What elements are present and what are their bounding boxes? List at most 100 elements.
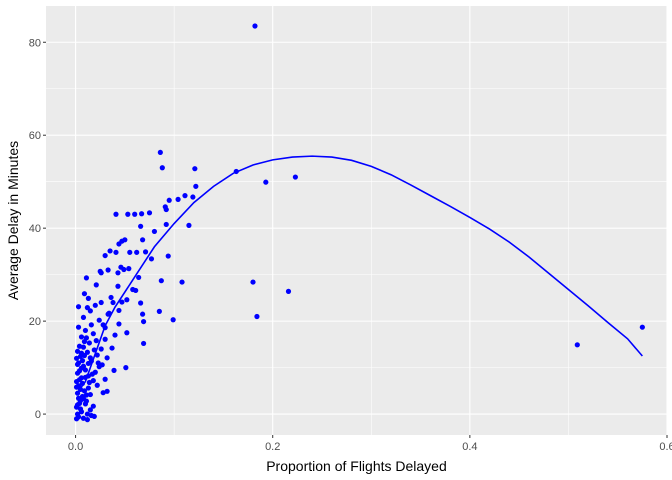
- x-tick-label: 0.4: [462, 441, 477, 453]
- data-point: [124, 297, 130, 303]
- data-point: [111, 367, 117, 373]
- data-point: [78, 350, 85, 356]
- data-point: [163, 206, 169, 213]
- data-point: [86, 379, 92, 386]
- data-point: [138, 300, 144, 306]
- minor-gridlines: [46, 6, 667, 435]
- data-point: [102, 376, 108, 382]
- data-point: [75, 395, 82, 401]
- data-point: [138, 223, 144, 229]
- data-point: [113, 211, 119, 217]
- data-point: [123, 365, 129, 371]
- major-gridlines: [46, 6, 668, 435]
- y-tick-label: 80: [29, 37, 41, 49]
- data-point: [96, 317, 102, 323]
- data-point: [80, 314, 87, 321]
- data-point: [90, 403, 96, 409]
- data-point: [76, 343, 83, 349]
- y-axis-ticks: 0 20 40 60 80: [29, 37, 46, 421]
- y-tick-label: 20: [29, 316, 41, 328]
- data-point: [166, 197, 172, 203]
- data-point: [109, 345, 115, 351]
- data-point: [82, 327, 89, 334]
- data-point: [115, 283, 121, 289]
- data-point: [76, 377, 83, 383]
- data-point: [81, 291, 88, 297]
- data-point: [87, 391, 93, 398]
- data-point: [84, 349, 90, 355]
- data-point: [157, 149, 163, 156]
- data-point: [75, 324, 82, 330]
- data-point: [90, 378, 96, 384]
- data-point: [285, 288, 292, 294]
- data-point: [81, 388, 88, 394]
- data-point: [159, 165, 165, 171]
- data-point: [179, 279, 185, 285]
- x-tick-label: 0.2: [265, 441, 280, 453]
- data-point: [79, 358, 86, 364]
- data-point: [84, 305, 90, 311]
- data-point: [105, 311, 111, 317]
- data-point: [74, 390, 81, 396]
- data-point: [77, 406, 84, 412]
- data-point: [73, 384, 80, 390]
- data-point: [139, 211, 145, 217]
- data-point: [190, 194, 196, 200]
- data-point: [107, 248, 113, 254]
- data-point: [98, 346, 104, 352]
- data-point: [84, 411, 90, 417]
- data-point: [90, 331, 96, 337]
- data-point: [108, 294, 114, 301]
- data-point: [98, 299, 104, 306]
- data-point: [148, 256, 155, 262]
- y-axis-title: Average Delay in Minutes: [5, 141, 21, 300]
- data-point: [116, 321, 122, 327]
- x-axis-ticks: 0.0 0.2 0.4 0.6: [68, 435, 672, 453]
- data-point: [87, 407, 93, 413]
- data-point: [115, 270, 121, 276]
- data-point: [119, 299, 125, 305]
- data-point: [82, 401, 89, 407]
- plot-panel: [46, 6, 667, 435]
- data-point: [125, 211, 131, 217]
- x-tick-label: 0.0: [68, 441, 83, 453]
- data-point: [263, 179, 269, 185]
- data-point: [93, 282, 99, 288]
- smooth-line: [77, 155, 643, 392]
- data-point: [104, 388, 110, 394]
- y-tick-label: 0: [35, 409, 41, 421]
- data-point: [75, 360, 82, 366]
- data-point: [80, 344, 87, 350]
- data-point: [102, 336, 108, 342]
- data-point: [119, 238, 125, 244]
- data-point: [254, 313, 260, 320]
- data-point: [85, 385, 91, 391]
- data-point: [186, 222, 192, 228]
- data-point: [83, 392, 90, 398]
- data-point: [175, 196, 181, 202]
- data-point: [110, 299, 116, 306]
- data-point: [156, 308, 162, 314]
- data-point: [93, 338, 99, 344]
- data-point: [104, 355, 110, 361]
- data-point: [74, 370, 81, 376]
- data-point: [83, 275, 90, 281]
- data-point: [74, 402, 81, 408]
- data-point: [292, 174, 298, 180]
- data-point: [92, 369, 98, 375]
- data-point: [165, 253, 171, 259]
- data-point: [81, 338, 88, 345]
- data-point: [80, 415, 87, 421]
- data-point: [73, 416, 80, 422]
- data-point: [99, 362, 105, 368]
- data-point: [112, 332, 118, 338]
- data-point: [75, 304, 82, 310]
- data-point: [140, 311, 146, 317]
- data-point: [84, 417, 90, 423]
- data-point: [140, 237, 146, 243]
- data-point: [98, 270, 104, 276]
- data-point: [163, 221, 169, 228]
- data-point: [151, 228, 158, 235]
- data-point: [94, 382, 100, 388]
- data-point: [116, 307, 122, 314]
